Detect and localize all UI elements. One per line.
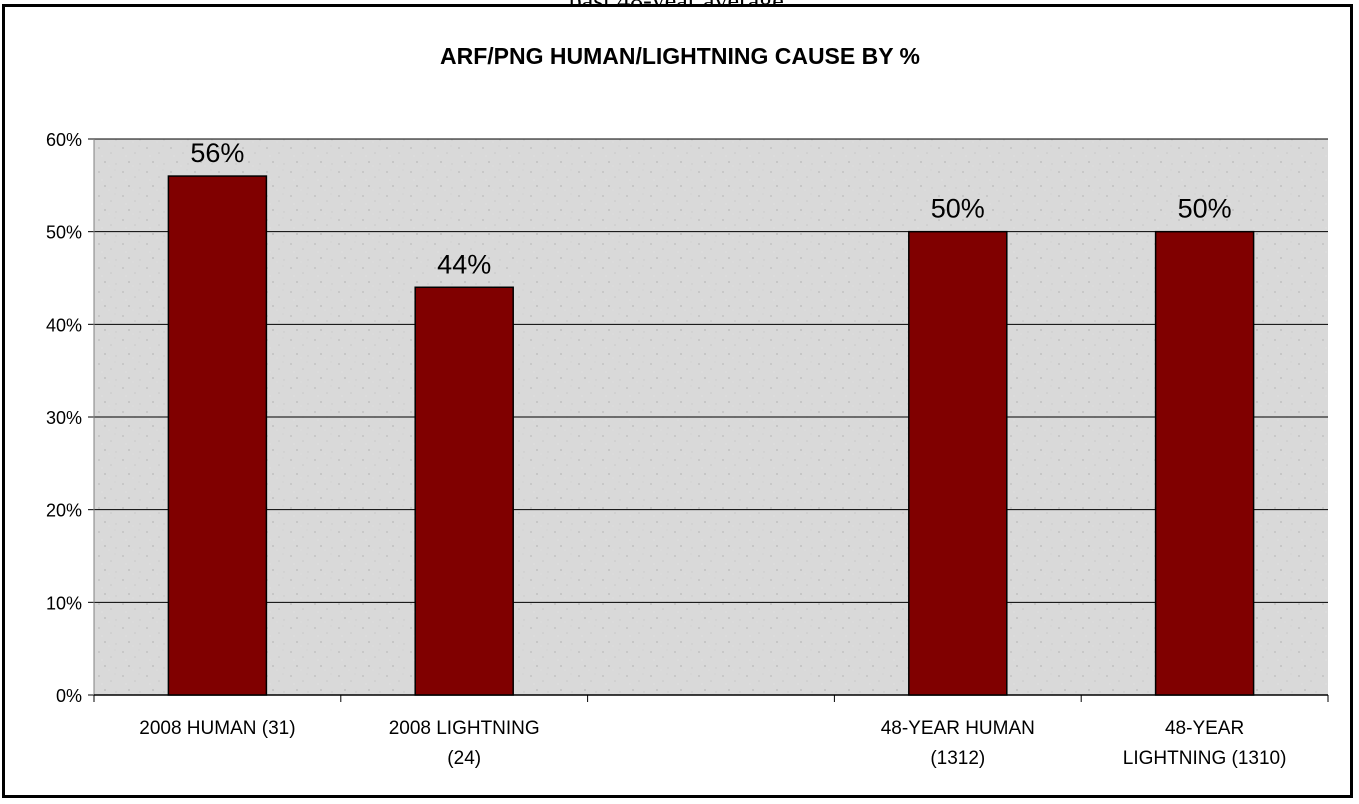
y-tick-label: 40%: [46, 315, 82, 335]
x-category-label: 2008 LIGHTNING: [389, 718, 540, 739]
axes: 0% 10% 20% 30% 40% 50% 60% 2008 HUMAN (31) 2008 …: [46, 130, 1329, 769]
data-label: 44%: [437, 249, 491, 279]
data-labels: 56% 44% 50% 50%: [190, 138, 1231, 279]
y-tick-label: 20%: [46, 501, 82, 521]
chart-title: ARF/PNG HUMAN/LIGHTNING CAUSE BY %: [440, 43, 920, 69]
bar: [414, 286, 514, 696]
bar: [1154, 230, 1255, 696]
x-category-label: (24): [447, 748, 481, 769]
x-category-label: LIGHTNING (1310): [1123, 748, 1287, 769]
bar: [908, 230, 1008, 696]
x-category-label: 48-YEAR: [1165, 718, 1244, 739]
gridlines: [94, 138, 1328, 603]
y-tick-label: 0%: [56, 686, 82, 706]
y-tick-label: 60%: [46, 130, 82, 150]
x-category-label: 2008 HUMAN (31): [139, 718, 295, 739]
y-tick-label: 50%: [46, 223, 82, 243]
bars: [167, 175, 1255, 696]
y-tick-label: 10%: [46, 593, 82, 613]
data-label: 50%: [931, 194, 985, 224]
x-category-label: 48-YEAR HUMAN: [881, 718, 1035, 739]
x-category-label: (1312): [930, 748, 985, 769]
data-label: 50%: [1178, 194, 1232, 224]
y-tick-label: 30%: [46, 408, 82, 428]
bar: [167, 175, 268, 696]
data-label: 56%: [190, 138, 244, 168]
